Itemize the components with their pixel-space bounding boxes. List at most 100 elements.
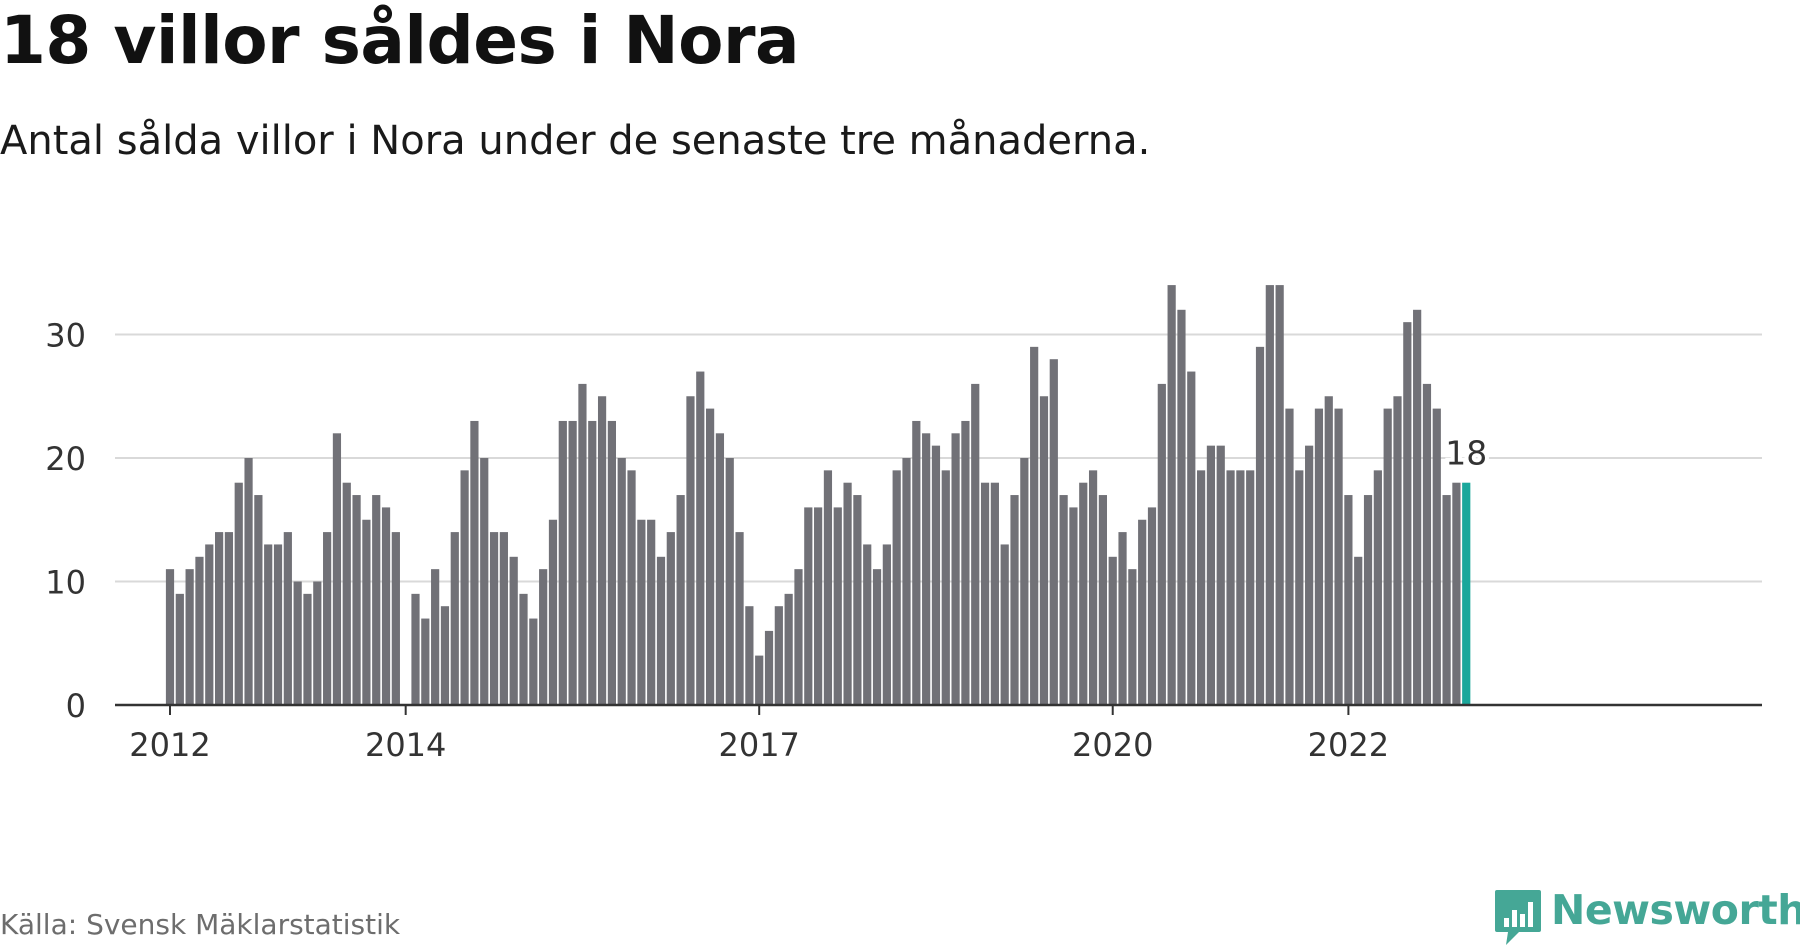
bar — [1452, 482, 1461, 705]
bar — [1118, 532, 1127, 705]
bar — [431, 569, 440, 705]
bar — [715, 433, 725, 705]
bar — [617, 458, 626, 705]
bar — [460, 470, 469, 705]
x-tick-label: 2020 — [1072, 726, 1153, 764]
bar — [627, 470, 636, 705]
bar — [264, 544, 273, 705]
bar — [1098, 495, 1107, 705]
bar-chart: 0 10 20 30 18 2012 2014 2017 2020 2022 — [45, 285, 1762, 764]
x-axis — [115, 703, 1762, 715]
bar — [735, 532, 744, 705]
bar — [892, 470, 901, 705]
bar — [352, 495, 361, 705]
bar — [450, 532, 459, 705]
bar — [519, 593, 528, 705]
x-tick-label: 2017 — [718, 726, 799, 764]
bar — [833, 507, 842, 705]
bar-highlight — [1462, 482, 1471, 705]
bar — [1403, 322, 1412, 705]
bar — [1275, 285, 1284, 705]
bar — [843, 482, 852, 705]
bar — [440, 606, 450, 705]
bar — [745, 606, 754, 705]
bar — [205, 544, 214, 705]
bar — [1088, 470, 1098, 705]
bar — [529, 618, 538, 705]
newsworthy-logo: Newsworthy — [1493, 888, 1800, 948]
bar — [1393, 396, 1402, 705]
bar — [1334, 408, 1343, 705]
bar — [784, 593, 793, 705]
bar — [597, 396, 607, 705]
bar — [863, 544, 872, 705]
bar — [1314, 408, 1324, 705]
bar — [804, 507, 813, 705]
bar — [323, 532, 332, 705]
bar — [283, 532, 292, 705]
y-tick-label: 20 — [45, 440, 86, 478]
bar — [1138, 519, 1147, 705]
bar — [381, 507, 391, 705]
x-tick-label: 2022 — [1308, 726, 1389, 764]
highlight-value-label: 18 — [1445, 434, 1487, 473]
bar — [666, 532, 675, 705]
bar — [1354, 556, 1363, 705]
bar — [421, 618, 430, 705]
bar — [558, 420, 567, 705]
bar — [1285, 408, 1294, 705]
y-tick-label: 10 — [45, 564, 86, 602]
bar — [195, 556, 204, 705]
bar — [794, 569, 803, 705]
bar — [588, 420, 597, 705]
bar — [1363, 495, 1373, 705]
bar — [1255, 346, 1265, 705]
bar — [1059, 495, 1068, 705]
bar — [1197, 470, 1206, 705]
bar — [1147, 507, 1157, 705]
bar — [568, 420, 577, 705]
bar — [303, 593, 312, 705]
bar — [293, 581, 302, 705]
bar — [990, 482, 999, 705]
bar — [656, 556, 666, 705]
bar — [725, 458, 734, 705]
bar — [1344, 495, 1353, 705]
bar — [951, 433, 960, 705]
bar — [1010, 495, 1019, 705]
bar — [1039, 396, 1049, 705]
bar — [1108, 556, 1117, 705]
bars — [165, 285, 1471, 705]
bar — [509, 556, 518, 705]
bar — [882, 544, 891, 705]
bar — [254, 495, 263, 705]
bar — [1413, 309, 1422, 705]
bar — [676, 495, 685, 705]
bar — [971, 383, 980, 705]
bar — [637, 519, 646, 705]
bar — [1246, 470, 1255, 705]
bar — [607, 420, 616, 705]
bar — [548, 519, 558, 705]
bar — [362, 519, 371, 705]
bar — [912, 420, 921, 705]
chart-subtitle: Antal sålda villor i Nora under de senas… — [0, 118, 1151, 164]
bar — [647, 519, 656, 705]
bar — [165, 569, 175, 705]
bar — [1020, 458, 1029, 705]
bar — [1295, 470, 1304, 705]
bar — [941, 470, 950, 705]
bar — [234, 482, 243, 705]
bar — [961, 420, 970, 705]
logo-text: Newsworthy — [1551, 886, 1800, 934]
bar — [774, 606, 783, 705]
bar — [539, 569, 548, 705]
y-tick-label: 0 — [66, 687, 86, 725]
bar — [1049, 359, 1058, 705]
bar — [1265, 285, 1274, 705]
bar — [931, 445, 941, 705]
bar — [922, 433, 931, 705]
newsworthy-bar-chart-icon — [1495, 890, 1541, 945]
bar — [872, 569, 882, 705]
bar — [499, 532, 508, 705]
